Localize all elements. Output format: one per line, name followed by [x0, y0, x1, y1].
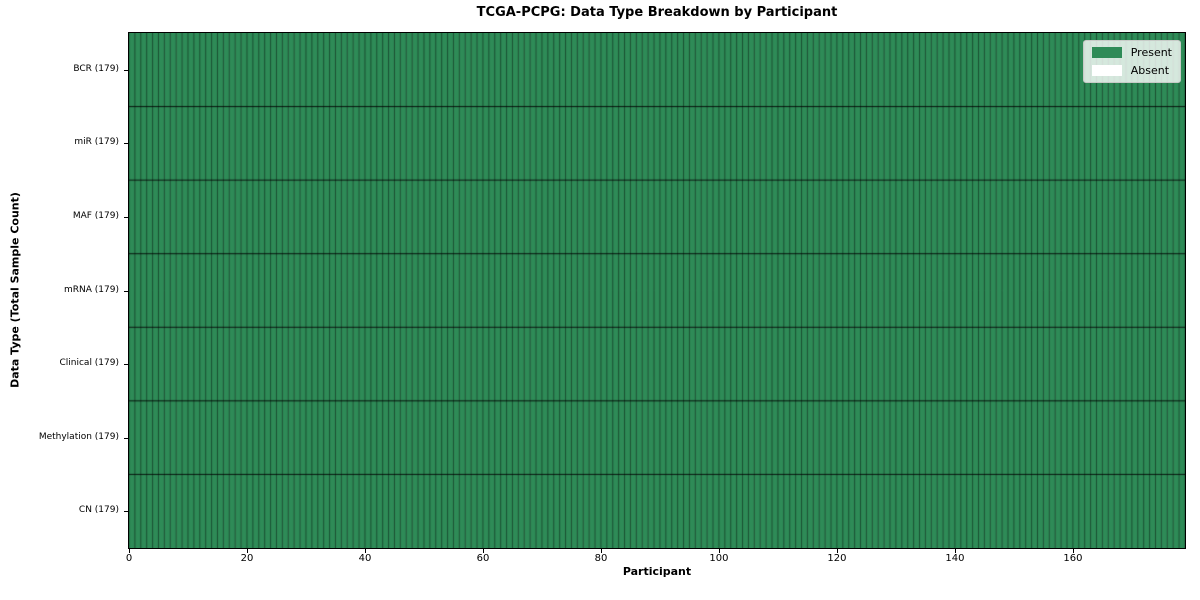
y-tick-mark	[124, 216, 128, 218]
y-tick-mark	[124, 290, 128, 292]
x-tick-mark	[364, 549, 366, 553]
legend-entry-absent: Absent	[1091, 64, 1172, 77]
legend-label-present: Present	[1130, 46, 1172, 59]
x-tick-mark	[600, 549, 602, 553]
heatmap-canvas	[129, 33, 1185, 548]
legend-swatch-absent-icon	[1091, 65, 1122, 76]
legend-label-absent: Absent	[1130, 64, 1170, 77]
x-tick-label: 100	[709, 553, 729, 564]
y-tick-label: Clinical (179)	[59, 358, 119, 369]
y-tick-mark	[124, 437, 128, 439]
x-axis-label: Participant	[622, 565, 692, 578]
y-tick-label: mRNA (179)	[64, 284, 119, 295]
legend-entry-present: Present	[1091, 46, 1172, 59]
legend: Present Absent	[1082, 40, 1181, 83]
x-tick-mark	[482, 549, 484, 553]
x-tick-label: 80	[594, 553, 608, 564]
x-tick-label: 20	[240, 553, 254, 564]
y-tick-mark	[124, 143, 128, 145]
x-tick-mark	[246, 549, 248, 553]
x-tick-label: 120	[827, 553, 847, 564]
y-tick-mark	[124, 364, 128, 366]
x-tick-mark	[836, 549, 838, 553]
x-tick-mark	[1072, 549, 1074, 553]
x-tick-label: 60	[476, 553, 490, 564]
y-tick-mark	[124, 511, 128, 513]
y-tick-mark	[124, 69, 128, 71]
x-tick-mark	[718, 549, 720, 553]
x-tick-mark	[954, 549, 956, 553]
x-tick-mark	[129, 549, 130, 553]
chart-title: TCGA-PCPG: Data Type Breakdown by Partic…	[476, 5, 838, 20]
plot-area: Present Absent	[128, 32, 1186, 549]
y-tick-label: CN (179)	[78, 505, 119, 516]
legend-swatch-present-icon	[1091, 47, 1122, 58]
x-tick-label: 0	[125, 553, 133, 564]
x-tick-label: 160	[1063, 553, 1083, 564]
y-tick-label: MAF (179)	[72, 210, 119, 221]
y-tick-label: Methylation (179)	[38, 431, 119, 442]
x-tick-label: 40	[358, 553, 372, 564]
y-tick-label: BCR (179)	[73, 63, 119, 74]
y-tick-label: miR (179)	[74, 137, 119, 148]
x-tick-label: 140	[945, 553, 965, 564]
